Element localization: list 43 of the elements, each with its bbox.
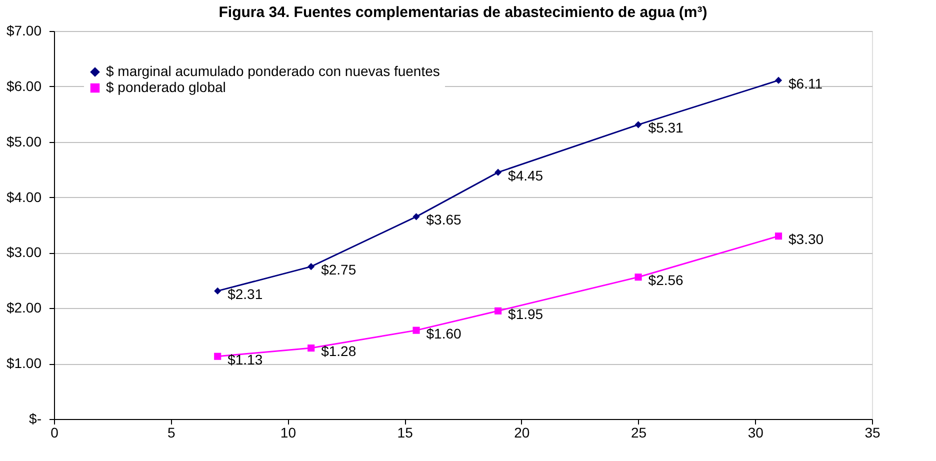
y-tick-label: $7.00	[6, 22, 42, 38]
point	[412, 326, 420, 334]
point	[774, 76, 782, 84]
point	[412, 213, 420, 220]
point	[494, 307, 502, 314]
y-tick-label: $1.00	[6, 355, 42, 372]
point	[214, 287, 222, 294]
point	[308, 344, 315, 352]
x-tick-label: 5	[167, 424, 176, 440]
y-tick-label: $-	[29, 410, 42, 426]
x-tick-label: 25	[630, 424, 647, 440]
data-label: $1.95	[508, 306, 544, 322]
x-tick-label: 35	[864, 424, 880, 440]
y-tick-label: $4.00	[6, 188, 42, 205]
data-label: $5.31	[648, 120, 684, 136]
data-label: $6.11	[788, 75, 823, 92]
data-label: $1.13	[228, 351, 263, 368]
chart-title: Figura 34. Fuentes complementarias de abastecimiento de agua (m³)	[218, 4, 708, 21]
x-tick-label: 10	[280, 424, 296, 440]
point	[774, 232, 782, 240]
data-label: $3.65	[426, 212, 462, 228]
data-label: $2.56	[648, 272, 684, 288]
legend-label: $ marginal acumulado ponderado con nuevas fuentes	[106, 63, 440, 79]
point	[308, 263, 315, 270]
x-tick-label: 15	[397, 424, 414, 440]
x-tick-label: 0	[50, 424, 59, 440]
data-label: $4.45	[508, 167, 544, 184]
y-tick-label: $2.00	[6, 300, 42, 316]
point	[214, 352, 222, 360]
y-tick-label: $5.00	[6, 133, 42, 150]
point	[634, 274, 642, 281]
data-label: $2.75	[321, 262, 356, 278]
data-label: $2.31	[228, 286, 263, 302]
x-tick-label: 30	[748, 424, 764, 440]
y-tick-label: $3.00	[6, 244, 42, 260]
data-label: $1.60	[426, 325, 462, 342]
point	[634, 121, 642, 128]
x-tick-label: 20	[514, 424, 530, 440]
data-label: $3.30	[788, 231, 824, 248]
y-tick-label: $6.00	[6, 78, 42, 94]
point	[494, 168, 502, 176]
data-label: $1.28	[321, 343, 356, 360]
legend-label: $ ponderado global	[106, 79, 226, 95]
